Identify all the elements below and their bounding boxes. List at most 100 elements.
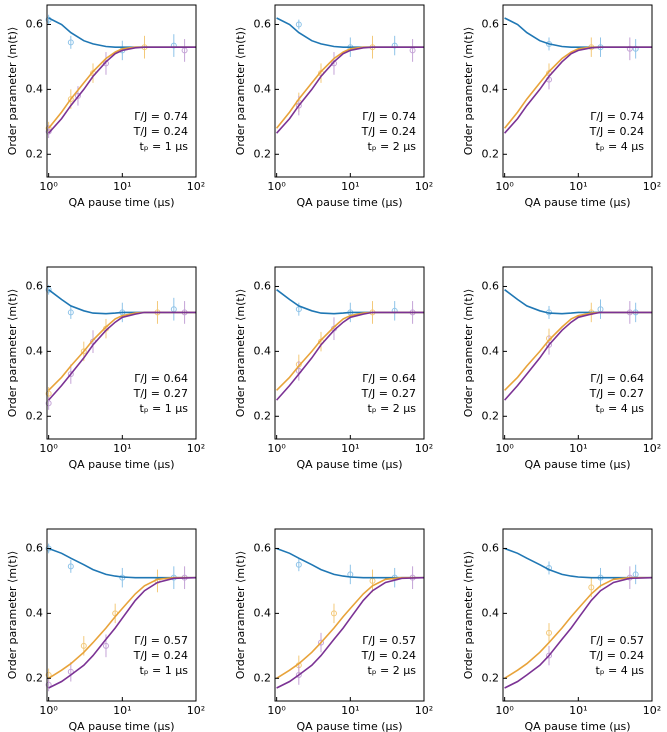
y-tick-label: 0.6: [26, 279, 44, 292]
data-point: [295, 561, 302, 568]
y-tick-label: 0.2: [482, 409, 500, 422]
annotation: T/J = 0.24: [361, 649, 416, 662]
y-tick-label: 0.6: [482, 279, 500, 292]
data-point: [80, 348, 87, 355]
x-tick-label: 10⁰: [39, 442, 58, 455]
x-tick-label: 10⁰: [495, 442, 514, 455]
y-tick-label: 0.4: [254, 606, 272, 619]
x-tick-label: 10¹: [113, 442, 131, 455]
plot-frame: [502, 266, 653, 440]
y-tick-label: 0.2: [26, 671, 44, 684]
x-tick-label: 10¹: [569, 442, 587, 455]
panel: 0.2 0.4 0.6 10⁰ 10¹ 10² QA pause time (μs) Orde…: [234, 528, 433, 732]
data-point: [80, 642, 87, 649]
data-point: [391, 307, 398, 314]
annotation: T/J = 0.24: [133, 649, 188, 662]
x-tick-label: 10⁰: [39, 180, 58, 193]
annotation: Γ/J = 0.57: [134, 634, 188, 647]
y-tick-label: 0.4: [26, 82, 44, 95]
y-axis-label: Order parameter ⟨m(t)⟩: [462, 27, 475, 156]
fit-curve: [48, 576, 196, 679]
data-point: [74, 92, 81, 99]
plot-frame: [46, 528, 197, 702]
x-axis-label: QA pause time (μs): [296, 196, 402, 209]
y-tick-label: 0.2: [482, 671, 500, 684]
fit-curve: [504, 576, 652, 679]
data-point: [45, 286, 52, 293]
annotation: tₚ = 4 μs: [596, 402, 645, 415]
fit-curve: [48, 311, 196, 401]
fit-curve: [48, 576, 197, 689]
x-tick-label: 10²: [187, 442, 205, 455]
y-tick-label: 0.2: [482, 147, 500, 160]
panel: 0.2 0.4 0.6 10⁰ 10¹ 10² QA pause time (μs) Orde…: [462, 266, 661, 471]
annotation: tₚ = 1 μs: [140, 402, 189, 415]
y-axis-label: Order parameter ⟨m(t)⟩: [6, 289, 19, 418]
fit-curve: [48, 46, 196, 134]
x-tick-label: 10²: [415, 704, 433, 717]
x-axis-label: QA pause time (μs): [296, 720, 402, 732]
annotation: tₚ = 1 μs: [140, 140, 189, 153]
annotation: Γ/J = 0.57: [590, 634, 644, 647]
plot-frame: [274, 4, 425, 178]
y-tick-label: 0.6: [254, 17, 272, 30]
annotation: tₚ = 2 μs: [368, 402, 417, 415]
x-tick-label: 10¹: [341, 442, 359, 455]
fit-curve: [276, 576, 425, 689]
plot-frame: [274, 266, 425, 440]
plot-frame: [46, 4, 197, 178]
annotation: Γ/J = 0.74: [362, 110, 416, 123]
data-point: [546, 652, 553, 659]
x-tick-label: 10¹: [569, 704, 587, 717]
annotation: T/J = 0.24: [589, 649, 644, 662]
fit-curve: [504, 547, 652, 579]
panel: 0.2 0.4 0.6 10⁰ 10¹ 10² QA pause time (μs) Orde…: [6, 266, 205, 471]
data-point: [45, 128, 52, 135]
y-tick-label: 0.6: [26, 541, 44, 554]
data-point: [295, 102, 302, 109]
x-tick-label: 10²: [643, 704, 661, 717]
data-point: [67, 371, 74, 378]
data-point: [318, 639, 325, 646]
fit-curve: [276, 576, 424, 679]
y-tick-label: 0.6: [26, 17, 44, 30]
data-point: [67, 96, 74, 103]
data-point: [588, 584, 595, 591]
x-axis-label: QA pause time (μs): [68, 458, 174, 471]
y-axis-label: Order parameter ⟨m(t)⟩: [234, 551, 247, 680]
annotation: tₚ = 1 μs: [140, 664, 189, 677]
y-tick-label: 0.2: [254, 147, 272, 160]
fit-curve: [48, 547, 196, 579]
annotation: Γ/J = 0.64: [590, 372, 644, 385]
x-tick-label: 10⁰: [267, 704, 286, 717]
x-tick-label: 10²: [415, 442, 433, 455]
x-tick-label: 10²: [187, 180, 205, 193]
x-axis-label: QA pause time (μs): [68, 196, 174, 209]
annotation: Γ/J = 0.64: [134, 372, 188, 385]
fit-curve: [276, 547, 424, 579]
annotation: T/J = 0.24: [133, 125, 188, 138]
data-point: [632, 45, 639, 52]
y-axis-label: Order parameter ⟨m(t)⟩: [234, 289, 247, 418]
data-point: [295, 21, 302, 28]
y-tick-label: 0.4: [254, 344, 272, 357]
annotation: T/J = 0.24: [361, 125, 416, 138]
y-tick-label: 0.6: [254, 279, 272, 292]
y-tick-label: 0.4: [482, 606, 500, 619]
plot-frame: [502, 528, 653, 702]
annotation: T/J = 0.27: [589, 387, 644, 400]
y-tick-label: 0.2: [254, 671, 272, 684]
annotation: tₚ = 4 μs: [596, 664, 645, 677]
x-tick-label: 10¹: [113, 704, 131, 717]
data-point: [391, 42, 398, 49]
annotation: Γ/J = 0.57: [362, 634, 416, 647]
fit-curve: [276, 311, 424, 401]
fit-curve: [504, 311, 652, 401]
annotation: tₚ = 2 μs: [368, 664, 417, 677]
data-point: [330, 610, 337, 617]
data-point: [102, 642, 109, 649]
y-tick-label: 0.6: [482, 17, 500, 30]
y-tick-label: 0.4: [26, 344, 44, 357]
y-tick-label: 0.6: [254, 541, 272, 554]
x-tick-label: 10⁰: [495, 704, 514, 717]
